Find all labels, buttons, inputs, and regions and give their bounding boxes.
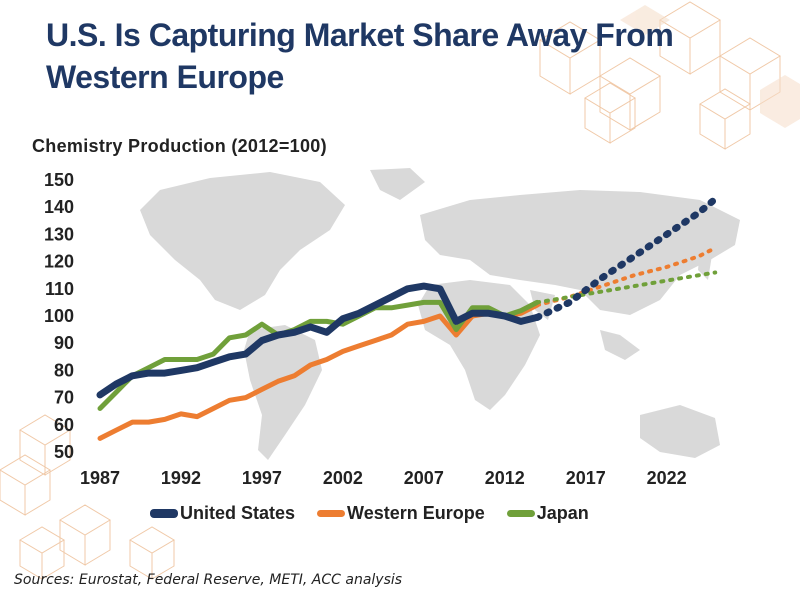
y-tick-label: 140: [44, 197, 74, 217]
y-tick-label: 120: [44, 252, 74, 272]
y-tick-label: 100: [44, 306, 74, 326]
x-tick-label: 1997: [242, 468, 282, 488]
legend-swatch-europe: [317, 510, 346, 517]
legend-swatch-us: [150, 509, 178, 518]
chart-title: Chemistry Production (2012=100): [32, 136, 327, 156]
x-tick-label: 2012: [485, 468, 525, 488]
legend-label-europe: Western Europe: [347, 503, 485, 523]
chart-legend: United States Western Europe Japan: [150, 503, 611, 524]
legend-label-us: United States: [180, 503, 296, 523]
legend-swatch-japan: [506, 510, 535, 517]
y-tick-label: 50: [54, 442, 74, 462]
legend-item-japan: Japan: [506, 503, 589, 524]
y-tick-label: 130: [44, 224, 74, 244]
x-tick-label: 2002: [323, 468, 363, 488]
series-projection-us: [533, 195, 719, 321]
series-projection-japan: [535, 270, 718, 305]
y-tick-label: 80: [54, 360, 74, 380]
y-tick-label: 60: [54, 415, 74, 435]
sources-note: Sources: Eurostat, Federal Reserve, METI…: [14, 572, 403, 588]
y-tick-label: 70: [54, 388, 74, 408]
series-line-us: [96, 282, 541, 399]
y-tick-label: 150: [44, 170, 74, 190]
x-tick-label: 2022: [647, 468, 687, 488]
y-tick-label: 90: [54, 333, 74, 353]
production-line-chart: 150 140 130 120 110 100 90 80 70 60 50 1987 1992 1997…: [44, 168, 740, 488]
legend-item-europe: Western Europe: [317, 503, 485, 524]
slide-title: U.S. Is Capturing Market Share Away From…: [46, 17, 674, 95]
x-tick-label: 1987: [80, 468, 120, 488]
x-tick-label: 1992: [161, 468, 201, 488]
series-projection-europe: [535, 246, 718, 308]
series-line-europe: [97, 302, 540, 441]
y-tick-label: 110: [45, 279, 74, 299]
legend-label-japan: Japan: [536, 503, 589, 523]
legend-item-us: United States: [150, 503, 295, 524]
x-tick-label: 2007: [404, 468, 444, 488]
x-tick-label: 2017: [566, 468, 606, 488]
